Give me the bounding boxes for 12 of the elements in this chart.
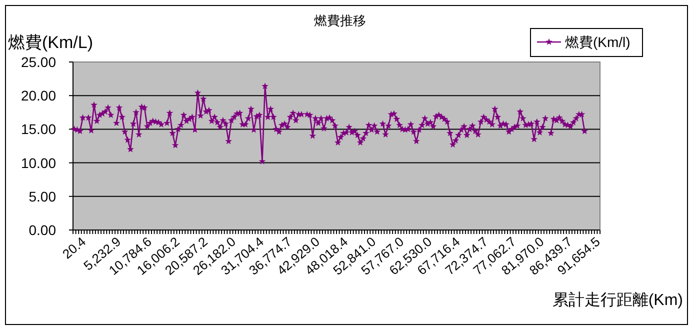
x-axis-title: 累計走行距離(Km) (552, 291, 683, 309)
y-tick-label: 10.00 (20, 154, 56, 171)
legend-label: 燃費(Km/l) (565, 34, 630, 50)
y-tick-label: 5.00 (28, 188, 56, 204)
chart-title: 燃費推移 (314, 13, 366, 28)
x-tick-label: 20.4 (60, 234, 89, 262)
legend: 燃費(Km/l) (530, 28, 643, 57)
y-tick-label: 20.00 (20, 88, 56, 104)
y-tick-label: 25.00 (20, 54, 56, 70)
y-axis-title: 燃費(Km/L) (8, 33, 93, 52)
y-tick-label: 15.00 (20, 121, 56, 138)
y-tick-label: 0.00 (28, 222, 56, 238)
